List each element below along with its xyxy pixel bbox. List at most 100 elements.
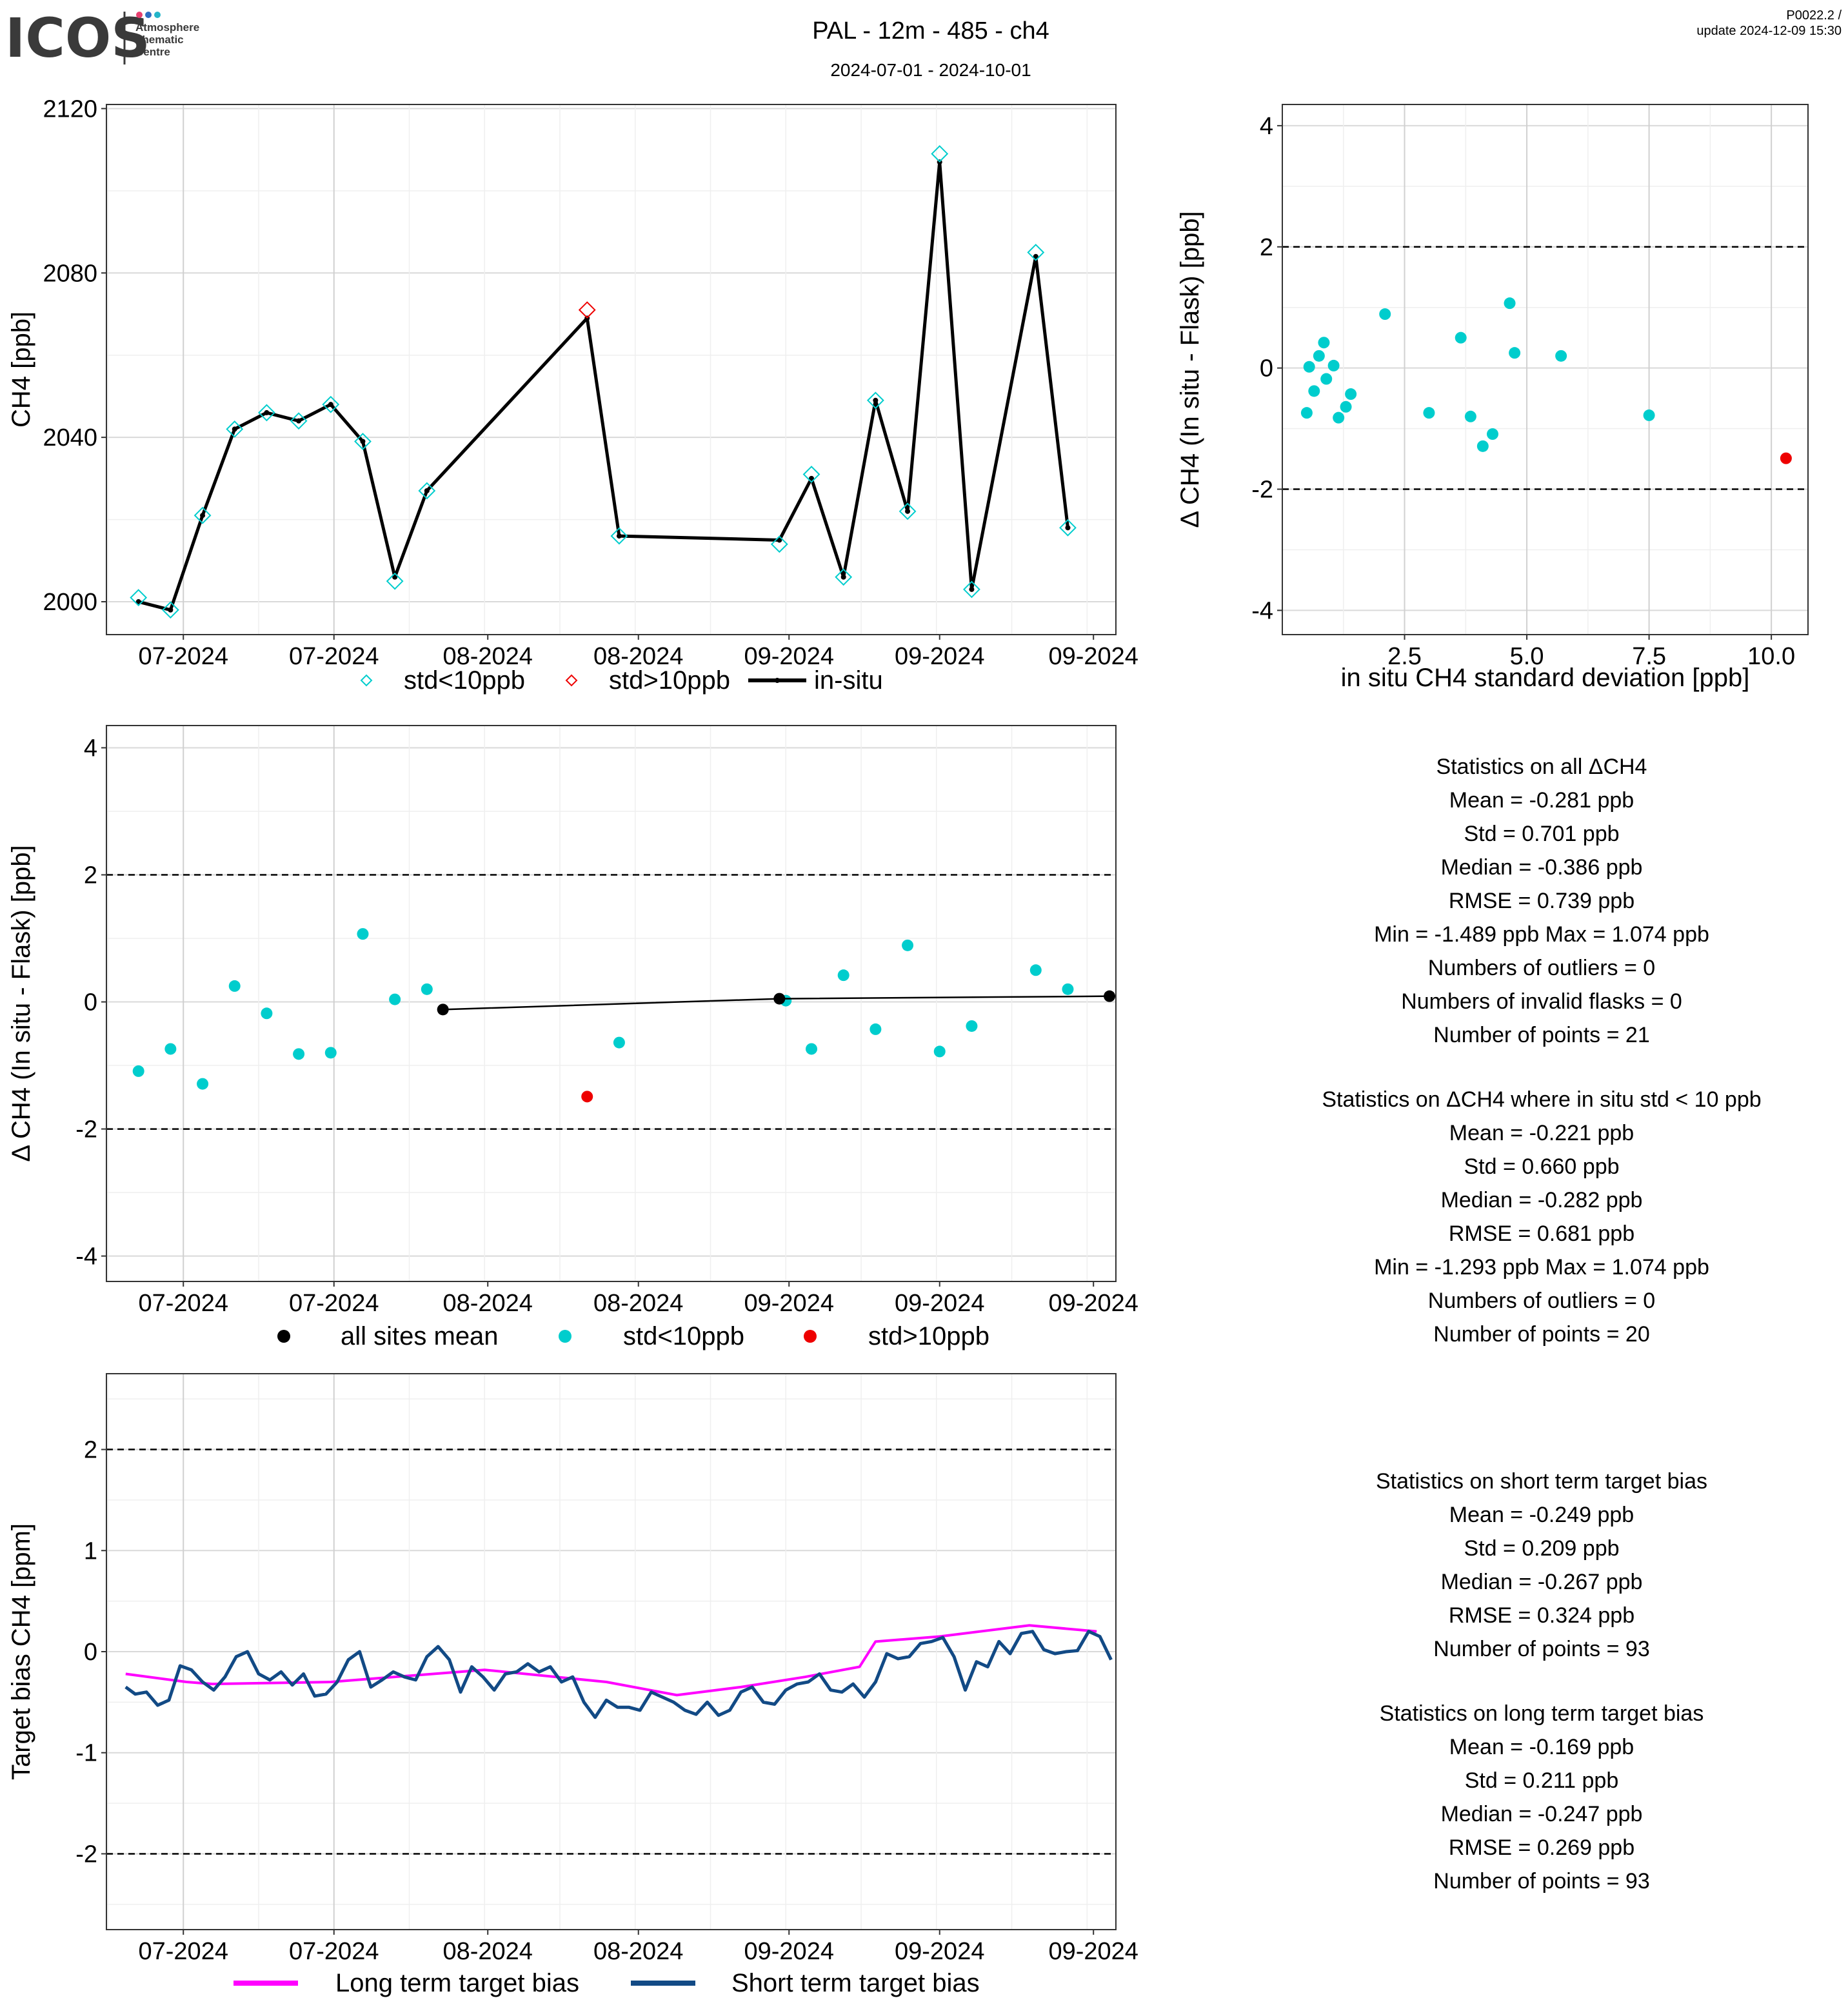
x-tick-label: 09-2024 <box>1048 1290 1138 1317</box>
in-situ-point <box>360 439 366 444</box>
flask-marker-low-std <box>354 433 372 450</box>
point-low-std <box>421 983 433 995</box>
stats-filtered-line: Min = -1.293 ppb Max = 1.074 ppb <box>1374 1255 1709 1280</box>
y-tick-label: 1 <box>84 1537 97 1565</box>
y-tick-label: 4 <box>1260 113 1273 140</box>
point-low-std <box>1455 331 1467 344</box>
legend-label: Long term target bias <box>335 1969 579 1997</box>
point-low-std <box>1062 983 1074 995</box>
stats-long-line: Median = -0.247 ppb <box>1441 1802 1643 1826</box>
target-bias-chart: -2 -1 0 1 2 07-2024 07-2024 08-2024 08-2024 09-20… <box>7 1373 1138 1997</box>
y-tick-label: -4 <box>75 1243 97 1270</box>
version-label: P0022.2 / <box>1786 8 1842 23</box>
x-tick-label: 09-2024 <box>895 1938 984 1965</box>
stats-filtered-line: Number of points = 20 <box>1433 1322 1649 1347</box>
in-situ-point <box>1033 253 1038 259</box>
flask-marker-low-std <box>866 391 884 410</box>
x-tick-label: 09-2024 <box>895 1290 984 1317</box>
x-tick-label: 09-2024 <box>895 643 984 670</box>
x-tick-label: 08-2024 <box>442 1938 532 1965</box>
all-sites-mean-point <box>437 1004 449 1016</box>
point-low-std <box>1313 350 1325 362</box>
x-tick-label: 09-2024 <box>1048 643 1138 670</box>
x-tick-label: 09-2024 <box>1048 1938 1138 1965</box>
point-low-std <box>228 980 241 992</box>
flask-marker-low-std <box>257 404 275 422</box>
ch4-timeseries-chart: 2000 2040 2080 2120 07-2024 07-2024 08-2024 08-… <box>7 95 1138 695</box>
x-tick-label: 07-2024 <box>139 1290 228 1317</box>
y-axis-label: Δ CH4 (In situ - Flask) [ppb] <box>1176 211 1204 528</box>
point-high-std <box>581 1091 593 1103</box>
y-tick-label: 2000 <box>43 589 97 616</box>
in-situ-point <box>873 397 879 403</box>
flask-marker-low-std <box>931 145 949 163</box>
stats-filtered-line: Median = -0.282 ppb <box>1441 1188 1643 1212</box>
plot-border <box>106 725 1117 1282</box>
point-low-std <box>1423 407 1435 419</box>
stats-short-term-block: Statistics on short term target bias Mea… <box>1376 1469 1707 1661</box>
in-situ-point <box>905 508 911 514</box>
date-range: 2024-07-01 - 2024-10-01 <box>830 60 1031 80</box>
legend-label: Short term target bias <box>731 1969 980 1997</box>
flask-marker-low-std <box>418 482 436 500</box>
y-tick-label: 4 <box>84 735 97 762</box>
point-low-std <box>357 928 369 940</box>
all-sites-mean-point <box>773 993 786 1005</box>
x-tick-label: 08-2024 <box>442 643 532 670</box>
point-low-std <box>1504 297 1516 310</box>
x-tick-label: 08-2024 <box>593 643 683 670</box>
legend-swatch-std-low <box>360 674 373 687</box>
point-low-std <box>1320 373 1333 385</box>
legend-label: all sites mean <box>341 1322 499 1350</box>
stats-all-line: Mean = -0.281 ppb <box>1449 788 1634 813</box>
point-low-std <box>1327 359 1340 371</box>
x-tick-label: 7.5 <box>1632 643 1666 670</box>
point-high-std <box>1780 452 1792 464</box>
point-low-std <box>837 969 849 982</box>
stats-long-line: Number of points = 93 <box>1433 1869 1649 1893</box>
y-tick-label: 2 <box>1260 234 1273 261</box>
stats-all-line: Median = -0.386 ppb <box>1441 855 1643 880</box>
y-tick-label: -2 <box>75 1116 97 1143</box>
flask-marker-low-std <box>322 395 340 413</box>
stats-short-line: RMSE = 0.324 ppb <box>1449 1603 1634 1628</box>
y-tick-label: 2 <box>84 1437 97 1464</box>
stats-long-term-block: Statistics on long term target bias Mean… <box>1380 1701 1704 1893</box>
stats-filtered-line: Numbers of outliers = 0 <box>1428 1289 1655 1313</box>
stats-short-line: Mean = -0.249 ppb <box>1449 1503 1634 1527</box>
point-low-std <box>1476 440 1489 452</box>
flask-marker-low-std <box>770 535 788 553</box>
flask-marker-low-std <box>835 568 853 586</box>
flask-marker-low-std <box>1027 243 1045 261</box>
flask-marker-low-std <box>226 420 244 438</box>
stats-all-line: Numbers of invalid flasks = 0 <box>1401 989 1682 1014</box>
in-situ-point <box>969 586 975 592</box>
point-low-std <box>1509 347 1521 359</box>
in-situ-point <box>424 488 430 493</box>
y-tick-label: 0 <box>84 989 97 1016</box>
stats-all-line: Std = 0.701 ppb <box>1464 822 1619 846</box>
stats-short-line: Std = 0.209 ppb <box>1464 1536 1619 1561</box>
point-low-std <box>1300 407 1313 419</box>
in-situ-point <box>135 599 141 605</box>
in-situ-point <box>392 574 398 580</box>
y-tick-label: 0 <box>1260 355 1273 382</box>
flask-marker-low-std <box>290 412 308 430</box>
stats-all-line: Numbers of outliers = 0 <box>1428 956 1655 980</box>
long-term-bias-line <box>125 1624 1097 1697</box>
stats-long-line: Std = 0.211 ppb <box>1465 1768 1619 1793</box>
point-low-std <box>869 1023 882 1035</box>
page-title: PAL - 12m - 485 - ch4 <box>812 17 1049 44</box>
in-situ-point <box>296 418 302 424</box>
point-low-std <box>1318 337 1330 349</box>
legend-swatch-in-situ-point <box>775 678 780 683</box>
y-axis-label: Target bias CH4 [ppm] <box>7 1523 35 1780</box>
y-tick-label: -2 <box>75 1841 97 1868</box>
y-tick-label: -2 <box>1251 477 1273 504</box>
point-low-std <box>1464 410 1476 422</box>
x-tick-label: 08-2024 <box>593 1290 683 1317</box>
point-low-std <box>1643 409 1655 421</box>
x-tick-label: 07-2024 <box>289 1938 379 1965</box>
point-low-std <box>132 1065 144 1077</box>
